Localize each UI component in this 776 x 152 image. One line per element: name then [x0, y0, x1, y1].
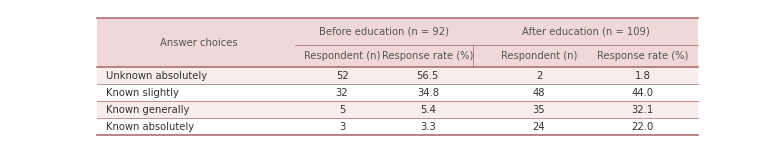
Text: Before education (n = 92): Before education (n = 92)	[319, 27, 449, 37]
Bar	[97, 118, 698, 135]
Text: 24: 24	[532, 122, 546, 132]
Text: Respondent (n): Respondent (n)	[304, 51, 380, 61]
Text: 34.8: 34.8	[417, 88, 438, 98]
Text: Answer choices: Answer choices	[161, 38, 238, 48]
Text: 3: 3	[339, 122, 345, 132]
Text: 5: 5	[339, 105, 345, 115]
Text: 56.5: 56.5	[417, 71, 439, 81]
Bar	[97, 67, 698, 84]
Text: Known generally: Known generally	[106, 105, 189, 115]
Text: Response rate (%): Response rate (%)	[597, 51, 688, 61]
Bar	[97, 101, 698, 118]
Text: Known slightly: Known slightly	[106, 88, 179, 98]
Text: 3.3: 3.3	[420, 122, 435, 132]
Text: 1.8: 1.8	[635, 71, 651, 81]
Text: 44.0: 44.0	[632, 88, 653, 98]
Text: 48: 48	[533, 88, 546, 98]
Bar	[97, 84, 698, 101]
Text: After education (n = 109): After education (n = 109)	[521, 27, 650, 37]
Text: Response rate (%): Response rate (%)	[382, 51, 473, 61]
Bar	[97, 18, 698, 67]
Text: 5.4: 5.4	[420, 105, 435, 115]
Text: Known absolutely: Known absolutely	[106, 122, 194, 132]
Text: 32: 32	[336, 88, 348, 98]
Text: 22.0: 22.0	[632, 122, 654, 132]
Text: 35: 35	[532, 105, 546, 115]
Text: Respondent (n): Respondent (n)	[501, 51, 577, 61]
Text: Unknown absolutely: Unknown absolutely	[106, 71, 207, 81]
Text: 52: 52	[336, 71, 348, 81]
Text: 32.1: 32.1	[632, 105, 654, 115]
Text: 2: 2	[536, 71, 542, 81]
